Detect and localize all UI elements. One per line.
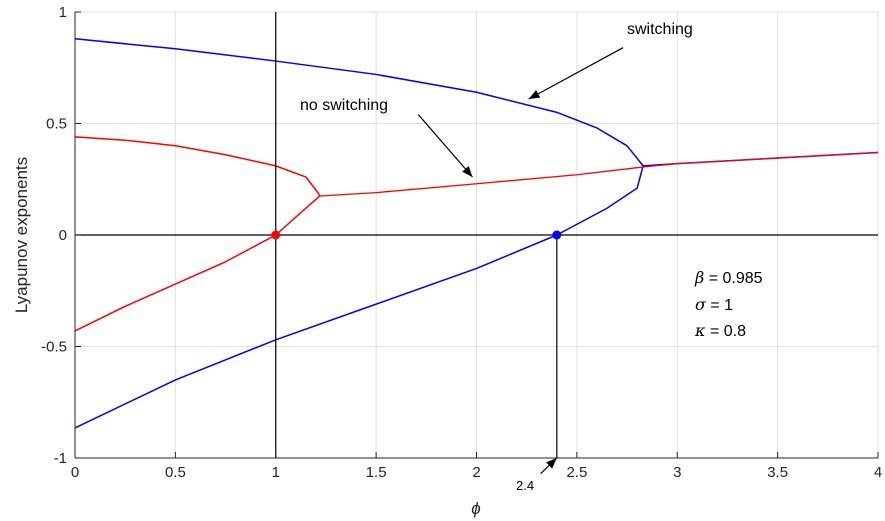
param-kappa: κ = 0.8 (694, 321, 746, 340)
y-tick-label: 0.5 (46, 116, 67, 133)
x-tick-label: 2 (472, 464, 480, 481)
param-beta-value: = 0.985 (704, 270, 762, 287)
annotation-no-switching: no switching (300, 97, 388, 114)
y-tick-label: -0.5 (41, 339, 67, 356)
parameter-box: β = 0.985 σ = 1 κ = 0.8 (694, 268, 763, 340)
curves (74, 38, 879, 429)
series-no-switching-merged-line (319, 151, 879, 197)
axes (74, 11, 879, 475)
y-axis-label: Lyapunov exponents (12, 157, 31, 313)
param-beta-symbol: β (694, 268, 704, 287)
param-sigma-symbol: σ (695, 295, 707, 314)
x-tick-label: 0.5 (165, 464, 186, 481)
annotation-arrow-0 (528, 47, 624, 100)
x-tick-label: 3.5 (767, 464, 788, 481)
x-tick-label: 1 (272, 464, 280, 481)
x-tick-label: 4 (874, 464, 882, 481)
param-sigma: σ = 1 (695, 295, 733, 314)
param-beta: β = 0.985 (694, 268, 763, 287)
annotation-arrow-2 (540, 457, 558, 475)
x-axis-label: ϕ (471, 499, 480, 518)
y-tick-label: -1 (54, 450, 67, 467)
x-tick-label: 3 (673, 464, 681, 481)
x-tick-label: 0 (71, 464, 79, 481)
param-kappa-value: = 0.8 (706, 323, 747, 340)
param-kappa-symbol: κ (694, 321, 706, 340)
series-no-switching-line (74, 136, 321, 332)
marker-point (552, 230, 562, 240)
y-tick-label: 1 (59, 4, 67, 21)
param-sigma-value: = 1 (706, 297, 733, 314)
annotation-switching: switching (627, 21, 693, 38)
marker-point (271, 230, 281, 240)
annotation-2-4: 2.4 (516, 478, 534, 493)
x-tick-label: 1.5 (366, 464, 387, 481)
x-tick-label: 2.5 (566, 464, 587, 481)
labels: ϕ Lyapunov exponents switching no switch… (12, 4, 882, 518)
annotation-arrow-1 (417, 114, 473, 178)
y-tick-label: 0 (59, 227, 67, 244)
markers (271, 230, 562, 240)
